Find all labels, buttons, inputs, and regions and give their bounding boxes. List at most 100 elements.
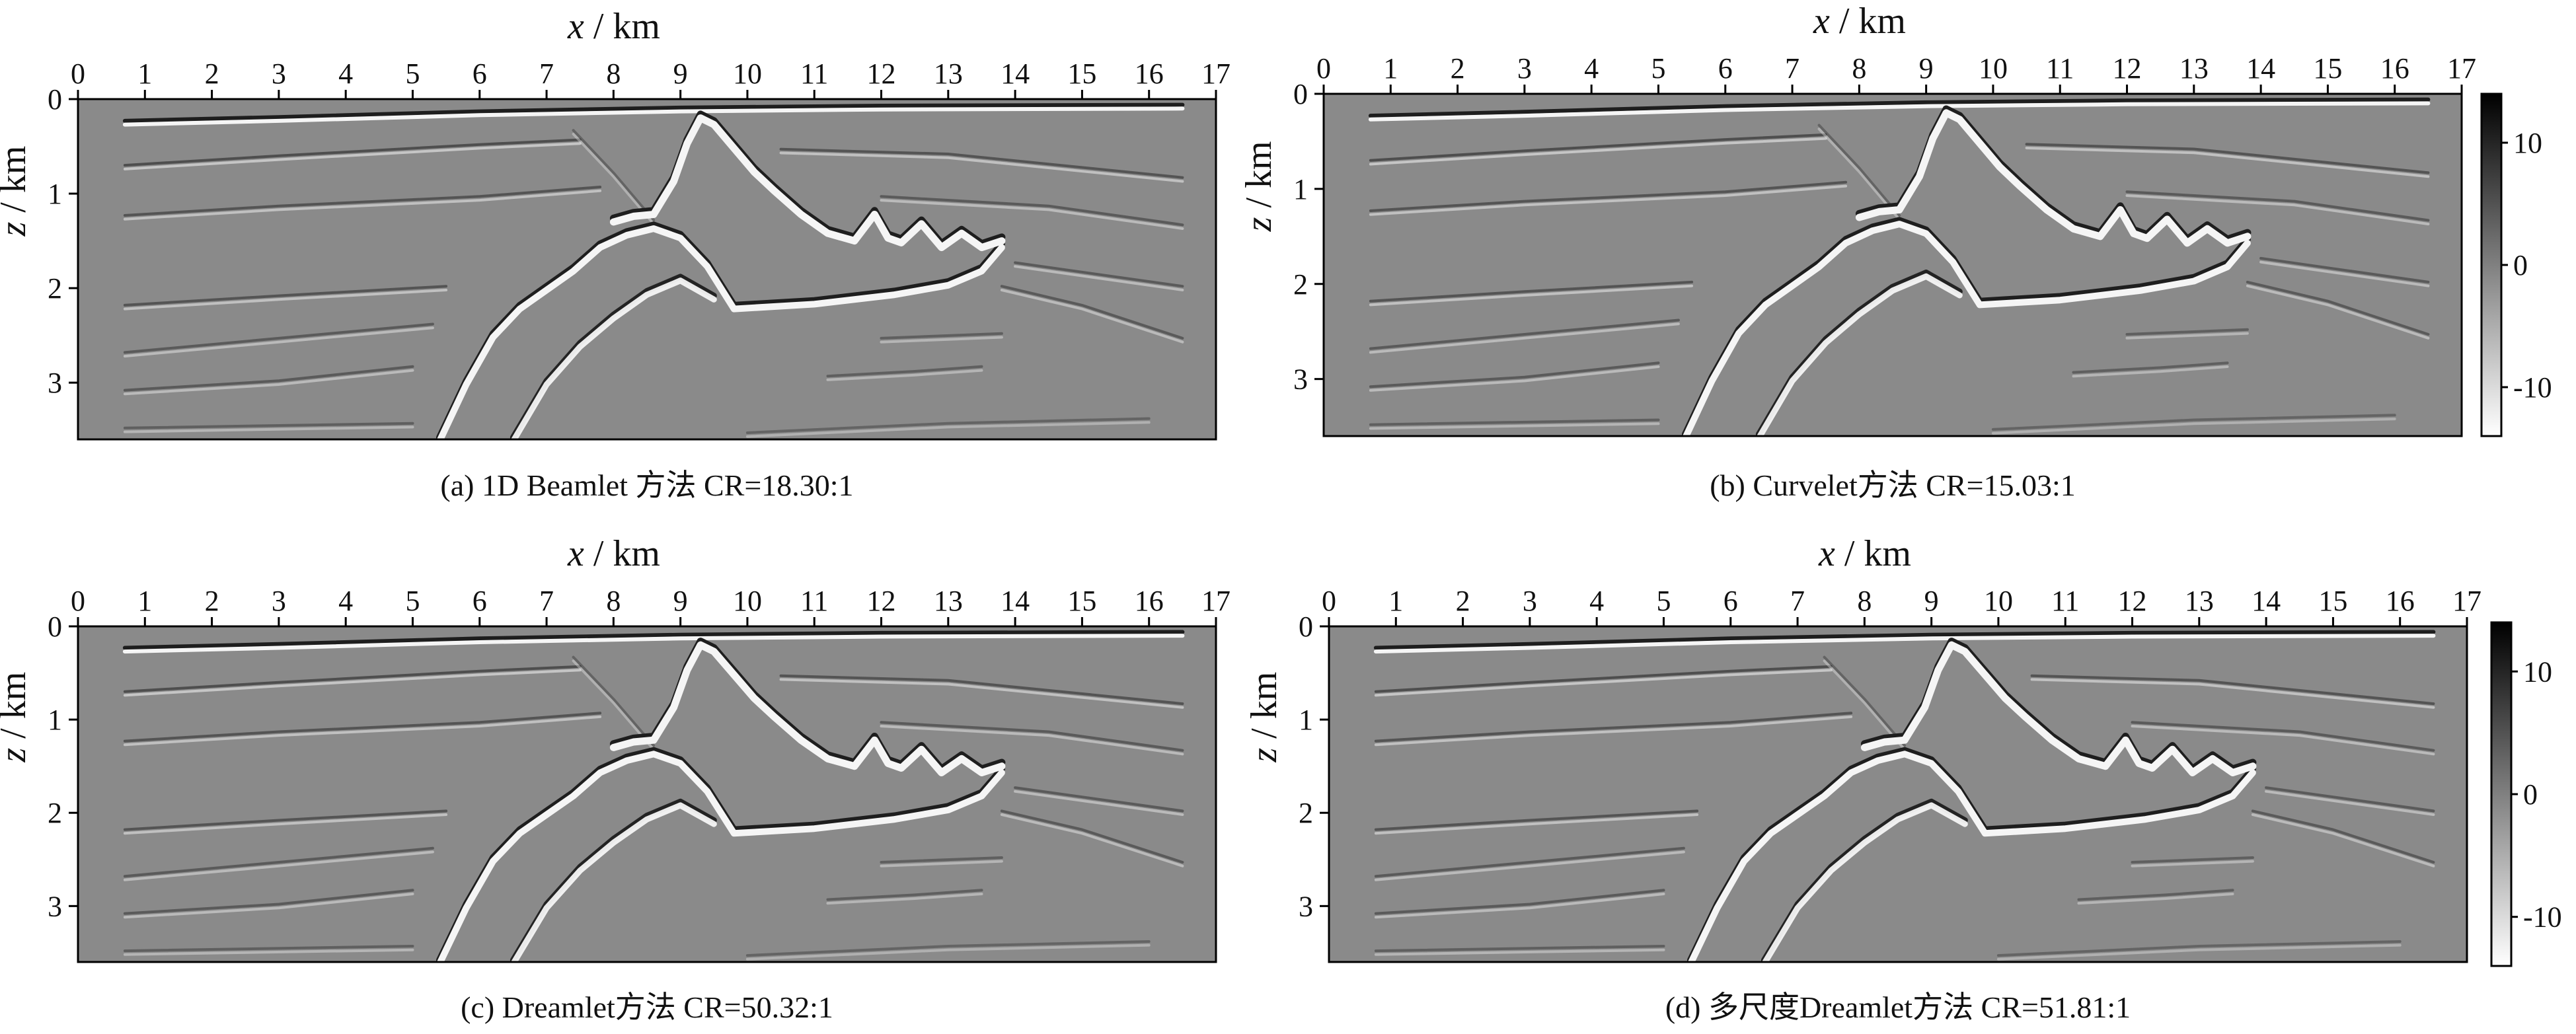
reflector-8-dark (1014, 786, 1184, 813)
reflector-6-dark (2030, 674, 2435, 706)
reflector-2-dark (1369, 280, 1694, 303)
reflector-12-dark (745, 417, 1151, 434)
x-tick-label: 14 (2246, 52, 2275, 85)
colorbar: 10 0 -10 (2490, 621, 2562, 967)
x-axis-label: x / km (1813, 1, 1906, 42)
reflector-7-dark (880, 195, 1184, 227)
image-background (78, 626, 1216, 962)
x-tick-label: 7 (1785, 52, 1799, 85)
image-background (1329, 626, 2467, 962)
x-tick-label: 12 (2113, 52, 2142, 85)
reflector-9-dark (2251, 809, 2435, 864)
reflector-12-dark (1996, 940, 2402, 957)
reflector-4-dark (123, 889, 414, 915)
x-tick-label: 4 (1589, 585, 1604, 617)
reflector-4-light (123, 369, 414, 396)
salt-bottom-light (1682, 221, 2251, 436)
reflector-7-light (2131, 725, 2435, 756)
x-tick-label: 3 (272, 57, 286, 90)
reflector-12-light (745, 421, 1151, 438)
x-tick-label: 16 (2386, 585, 2415, 617)
reflector-0-light (123, 669, 582, 697)
x-tick-label: 4 (1584, 52, 1599, 85)
reflector-0-light (1369, 137, 1827, 166)
seafloor-light (122, 634, 1185, 654)
x-tick-label: 15 (1067, 585, 1096, 617)
reflector-4-dark (1374, 889, 1665, 915)
seismic-image (122, 102, 1185, 439)
panel-caption: (a) 1D Beamlet 方法 CR=18.30:1 (440, 468, 853, 502)
seafloor-dark (122, 630, 1185, 650)
x-tick-label: 14 (2252, 585, 2281, 617)
reflector-13-light (572, 132, 656, 225)
reflector-7-light (2125, 194, 2430, 226)
reflector-10-dark (2072, 361, 2229, 374)
colorbar-tick-label: 10 (2523, 655, 2552, 688)
seafloor-light (1373, 634, 2436, 654)
y-axis-label: z / km (0, 672, 34, 763)
reflector-10-dark (2077, 889, 2234, 901)
x-tick-label: 13 (934, 585, 963, 617)
seafloor-dark (1368, 97, 2431, 118)
y-tick-label: 1 (48, 704, 62, 736)
reflector-3-light (1369, 322, 1680, 354)
y-tick-label: 3 (1293, 363, 1308, 396)
reflector-2-dark (1374, 809, 1699, 831)
reflector-9-light (1000, 813, 1184, 868)
reflector-1-dark (123, 712, 602, 743)
reflector-2-light (1374, 813, 1699, 835)
reflector-11-dark (880, 332, 1003, 340)
panel-caption: (d) 多尺度Dreamlet方法 CR=51.81:1 (1665, 990, 2131, 1024)
reflector-13-light (572, 659, 656, 751)
reflector-7-light (880, 725, 1184, 756)
reflector-7-light (880, 199, 1184, 230)
x-tick-label: 8 (1852, 52, 1866, 85)
x-tick-label: 12 (867, 585, 896, 617)
x-tick-label: 8 (606, 585, 621, 617)
colorbar-gradient (2480, 92, 2503, 437)
y-tick-label: 0 (48, 83, 62, 116)
x-tick-label: 9 (673, 585, 688, 617)
reflector-13-dark (572, 129, 656, 222)
reflector-12-dark (745, 940, 1151, 957)
y-tick-label: 2 (48, 272, 62, 305)
salt-top-light (1860, 641, 2257, 776)
reflector-5-light (123, 425, 414, 433)
x-tick-label: 13 (2185, 585, 2214, 617)
x-tick-label: 16 (1135, 585, 1164, 617)
x-tick-label: 11 (800, 585, 828, 617)
salt-top-light (609, 641, 1006, 776)
reflector-12-light (745, 943, 1151, 961)
seafloor-light (1368, 101, 2431, 122)
x-tick-label: 15 (1067, 57, 1096, 90)
reflector-10-dark (826, 365, 983, 378)
reflector-8-light (1014, 265, 1184, 291)
reflector-6-light (779, 151, 1184, 183)
x-tick-label: 7 (539, 57, 554, 90)
reflector-9-light (2251, 813, 2435, 868)
x-tick-label: 7 (1790, 585, 1805, 617)
x-tick-label: 5 (1651, 52, 1665, 85)
reflector-8-light (1014, 790, 1184, 816)
x-tick-label: 2 (205, 57, 219, 90)
x-tick-label: 9 (673, 57, 688, 90)
x-tick-label: 4 (338, 585, 353, 617)
reflector-11-light (2125, 332, 2249, 340)
reflector-2-light (123, 289, 448, 311)
reflector-7-dark (880, 721, 1184, 752)
base-reflector-light (1761, 802, 1968, 962)
y-tick-label: 0 (48, 610, 62, 643)
reflector-5-light (1374, 948, 1665, 956)
reflector-5-dark (1374, 945, 1665, 953)
colorbar-tick-label: -10 (2523, 901, 2562, 934)
plot-frame (1328, 625, 2468, 963)
reflector-0-dark (123, 138, 582, 167)
x-tick-label: 5 (405, 57, 420, 90)
reflector-11-light (880, 336, 1003, 344)
y-tick-label: 2 (48, 797, 62, 829)
x-tick-label: 15 (2313, 52, 2342, 85)
image-background (1324, 94, 2462, 436)
